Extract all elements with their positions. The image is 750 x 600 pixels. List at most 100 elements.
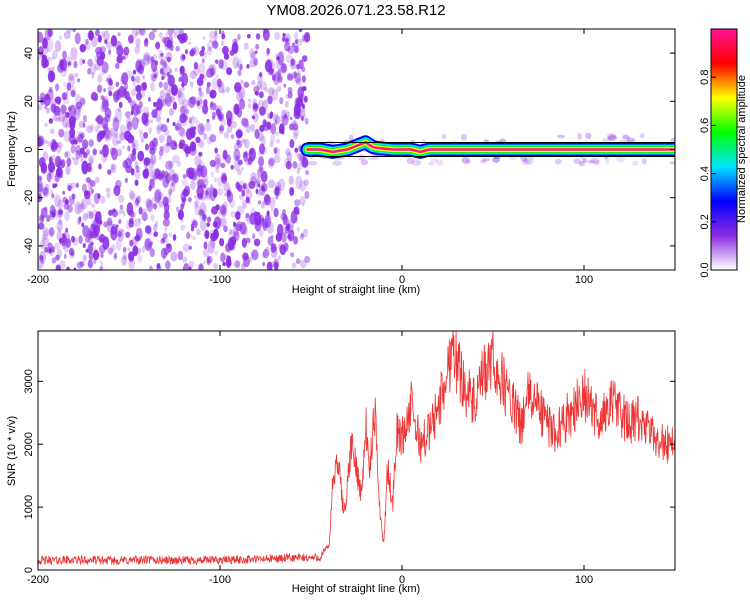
noise-blob bbox=[172, 101, 178, 110]
noise-blob bbox=[51, 66, 55, 72]
noise-blob bbox=[63, 130, 71, 142]
noise-blob bbox=[282, 33, 286, 37]
noise-blob bbox=[75, 144, 81, 155]
noise-blob bbox=[89, 180, 96, 188]
noise-blob bbox=[241, 189, 246, 197]
noise-blob bbox=[220, 59, 228, 71]
noise-blob bbox=[289, 186, 295, 197]
noise-blob bbox=[182, 98, 190, 109]
noise-blob bbox=[199, 125, 204, 132]
noise-blob bbox=[139, 132, 145, 140]
noise-blob bbox=[220, 162, 226, 169]
noise-blob bbox=[100, 31, 106, 38]
noise-blob bbox=[101, 61, 109, 74]
noise-blob bbox=[206, 222, 210, 227]
noise-blob bbox=[57, 207, 63, 218]
noise-blob bbox=[160, 173, 164, 180]
noise-blob bbox=[194, 199, 200, 208]
noise-blob bbox=[302, 94, 307, 101]
noise-blob bbox=[185, 49, 188, 55]
noise-blob bbox=[557, 134, 566, 139]
noise-blob bbox=[162, 218, 170, 227]
noise-blob bbox=[52, 49, 58, 60]
noise-blob bbox=[273, 187, 278, 196]
noise-blob bbox=[181, 85, 185, 92]
noise-blob bbox=[198, 151, 203, 157]
noise-blob bbox=[76, 78, 81, 83]
noise-blob bbox=[295, 258, 301, 265]
noise-blob bbox=[577, 133, 583, 140]
noise-blob bbox=[75, 150, 81, 160]
noise-blob bbox=[163, 61, 168, 69]
noise-blob bbox=[118, 209, 122, 216]
noise-blob bbox=[241, 117, 249, 127]
noise-blob bbox=[77, 131, 81, 135]
noise-blob bbox=[97, 73, 103, 83]
noise-blob bbox=[182, 188, 189, 197]
noise-blob bbox=[253, 180, 261, 189]
noise-blob bbox=[214, 33, 218, 40]
noise-blob bbox=[180, 203, 185, 210]
noise-blob bbox=[241, 199, 248, 209]
colorbar-tick-label: 0.2 bbox=[699, 214, 711, 229]
noise-blob bbox=[143, 52, 151, 61]
noise-blob bbox=[240, 167, 244, 171]
noise-blob bbox=[234, 82, 242, 93]
noise-blob bbox=[207, 239, 216, 254]
noise-blob bbox=[270, 208, 274, 212]
noise-blob bbox=[45, 107, 50, 114]
noise-blob bbox=[131, 88, 137, 97]
noise-blob bbox=[639, 133, 645, 139]
noise-blob bbox=[108, 90, 113, 97]
noise-blob bbox=[259, 106, 266, 116]
noise-blob bbox=[78, 216, 82, 223]
noise-blob bbox=[49, 171, 54, 180]
noise-blob bbox=[298, 97, 305, 107]
noise-blob bbox=[259, 124, 265, 133]
noise-blob bbox=[296, 69, 302, 76]
noise-blob bbox=[38, 31, 44, 43]
noise-blob bbox=[192, 235, 197, 241]
noise-blob bbox=[168, 232, 173, 238]
noise-blob bbox=[606, 133, 617, 140]
noise-blob bbox=[274, 146, 281, 156]
snr-x-tick-label: 0 bbox=[399, 574, 405, 586]
noise-blob bbox=[260, 167, 264, 172]
noise-blob bbox=[122, 246, 127, 253]
noise-blob bbox=[622, 134, 630, 140]
noise-blob bbox=[121, 229, 125, 236]
noise-blob bbox=[641, 158, 647, 165]
noise-blob bbox=[136, 117, 140, 123]
noise-blob bbox=[51, 193, 55, 199]
noise-blob bbox=[134, 75, 141, 84]
noise-blob bbox=[127, 120, 133, 132]
noise-blob bbox=[238, 127, 241, 132]
noise-blob bbox=[203, 51, 208, 59]
noise-blob bbox=[460, 133, 468, 141]
noise-blob bbox=[93, 192, 100, 205]
noise-blob bbox=[301, 113, 306, 122]
noise-blob bbox=[65, 238, 72, 248]
noise-blob bbox=[78, 120, 85, 128]
noise-blob bbox=[169, 69, 173, 74]
noise-blob bbox=[669, 161, 675, 165]
noise-blob bbox=[492, 156, 500, 163]
noise-blob bbox=[295, 175, 303, 190]
noise-blob bbox=[526, 156, 535, 161]
noise-blob bbox=[225, 243, 231, 253]
noise-blob bbox=[57, 199, 64, 209]
noise-blob bbox=[180, 105, 188, 115]
noise-blob bbox=[304, 190, 310, 200]
noise-blob bbox=[195, 136, 201, 144]
noise-blob bbox=[169, 44, 174, 52]
spectrogram-y-tick-label: -20 bbox=[23, 190, 35, 206]
noise-blob bbox=[160, 52, 164, 57]
noise-blob bbox=[263, 120, 270, 132]
noise-blob bbox=[213, 176, 217, 183]
noise-blob bbox=[44, 246, 49, 253]
noise-blob bbox=[222, 149, 228, 160]
noise-blob bbox=[57, 227, 61, 232]
noise-blob bbox=[276, 138, 281, 144]
noise-blob bbox=[82, 243, 86, 248]
noise-blob bbox=[215, 153, 221, 165]
